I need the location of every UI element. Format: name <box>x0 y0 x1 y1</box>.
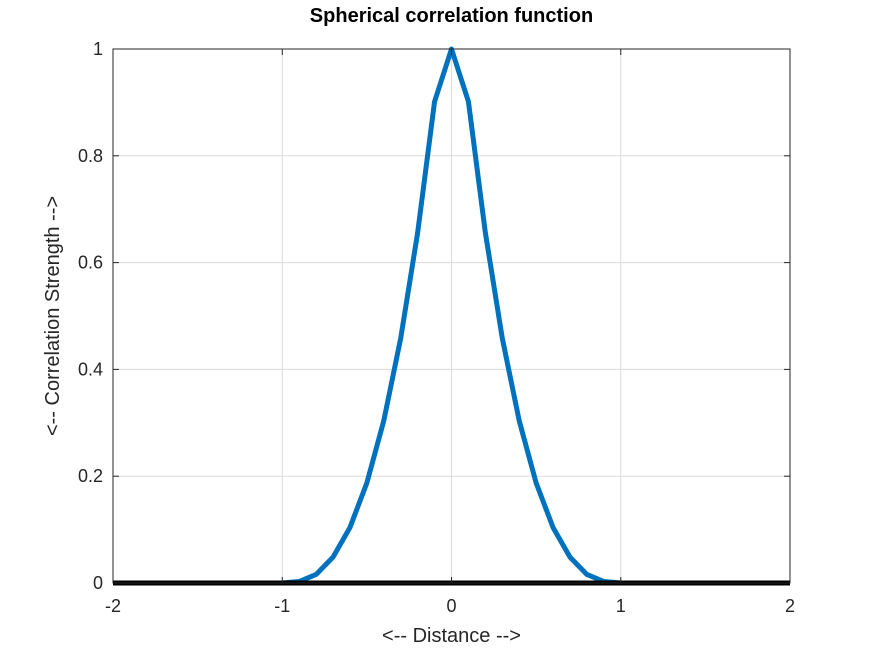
chart-title: Spherical correlation function <box>310 5 593 27</box>
y-tick-label: 0 <box>93 573 103 593</box>
x-axis-label: <-- Distance --> <box>382 625 521 647</box>
tick-layer: -2 -1 0 1 2 0 0.2 0.4 0.6 0.8 1 <box>78 39 795 616</box>
x-tick-label: 0 <box>446 596 456 616</box>
y-tick-label: 0.2 <box>78 466 103 486</box>
x-tick-label: 1 <box>616 596 626 616</box>
y-tick-label: 0.6 <box>78 253 103 273</box>
x-tick-label: 2 <box>785 596 795 616</box>
y-tick-label: 0.8 <box>78 146 103 166</box>
y-tick-label: 0.4 <box>78 359 103 379</box>
x-tick-label: -1 <box>274 596 290 616</box>
y-tick-label: 1 <box>93 39 103 59</box>
x-tick-label: -2 <box>105 596 121 616</box>
grid-layer <box>112 48 791 584</box>
y-axis-label: <-- Correlation Strength --> <box>42 196 64 436</box>
